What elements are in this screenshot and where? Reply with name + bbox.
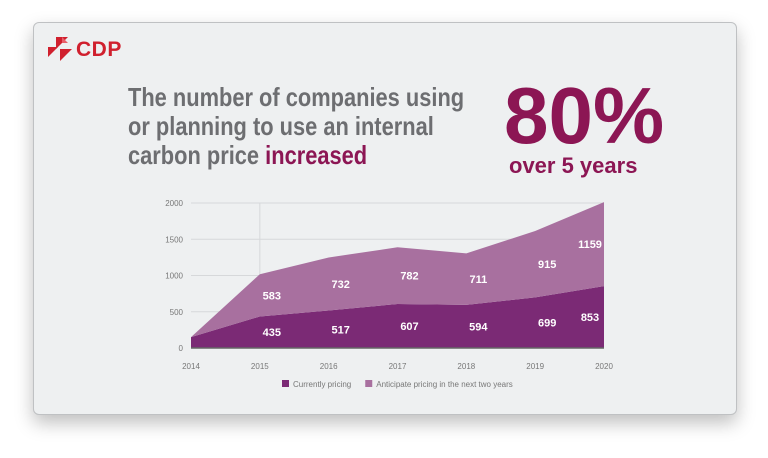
data-label: 435	[263, 327, 281, 339]
data-label: 583	[263, 290, 281, 302]
cdp-logo-icon	[48, 37, 72, 61]
headline-emphasis: increased	[265, 140, 368, 170]
data-label: 853	[581, 312, 599, 324]
x-tick-label: 2016	[320, 362, 338, 371]
y-tick-label: 1500	[165, 235, 183, 244]
data-label: 732	[331, 279, 349, 291]
stat-value: 80%	[504, 71, 665, 160]
data-label: 517	[331, 324, 349, 336]
infographic-card: CDP The number of companies using or pla…	[33, 22, 737, 415]
data-label: 594	[469, 321, 488, 333]
y-tick-label: 500	[170, 308, 184, 317]
data-label: 699	[538, 318, 556, 330]
cdp-logo: CDP	[48, 37, 122, 63]
y-tick-label: 2000	[165, 199, 183, 208]
data-label: 1159	[578, 239, 602, 251]
x-tick-label: 2020	[595, 362, 613, 371]
cdp-logo-text: CDP	[76, 38, 122, 61]
data-label: 915	[538, 259, 556, 271]
x-tick-label: 2017	[389, 362, 407, 371]
legend-label: Currently pricing	[293, 380, 351, 389]
area-series-2	[191, 202, 604, 338]
x-tick-label: 2015	[251, 362, 269, 371]
legend-swatch	[365, 380, 373, 387]
y-tick-label: 1000	[165, 272, 183, 281]
data-label: 607	[400, 321, 418, 333]
stat-caption: over 5 years	[509, 153, 638, 178]
headline-text: The number of companies using or plannin…	[128, 82, 465, 170]
x-tick-label: 2019	[526, 362, 544, 371]
legend-label: Anticipate pricing in the next two years	[376, 380, 513, 389]
x-tick-label: 2014	[182, 362, 200, 371]
y-tick-label: 0	[179, 344, 184, 353]
legend-swatch	[282, 380, 289, 387]
data-label: 711	[469, 274, 487, 286]
area-series-1	[191, 286, 604, 348]
data-label: 782	[400, 271, 418, 283]
x-tick-label: 2018	[457, 362, 475, 371]
headline: The number of companies using or plannin…	[128, 83, 485, 170]
